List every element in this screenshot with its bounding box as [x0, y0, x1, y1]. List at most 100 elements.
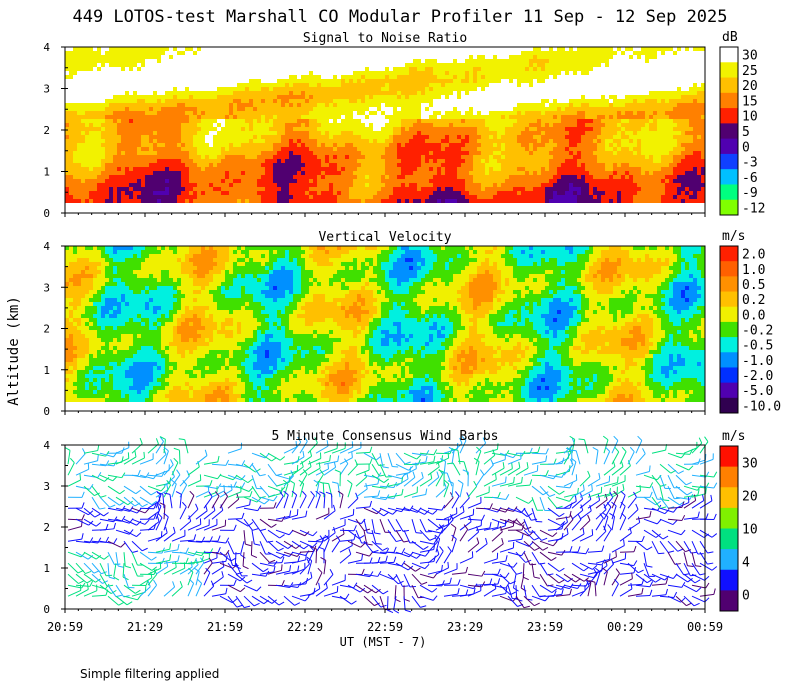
heatmap-cell	[157, 87, 161, 91]
heatmap-cell	[501, 191, 505, 195]
heatmap-cell	[425, 195, 429, 199]
heatmap-cell	[289, 155, 293, 159]
heatmap-cell	[489, 79, 493, 83]
heatmap-cell	[369, 99, 373, 103]
heatmap-cell	[113, 191, 117, 195]
heatmap-cell	[489, 191, 493, 195]
heatmap-cell	[449, 151, 453, 155]
heatmap-cell	[73, 171, 77, 175]
heatmap-cell	[89, 199, 93, 203]
heatmap-cell	[225, 191, 229, 195]
heatmap-cell	[113, 155, 117, 159]
heatmap-cell	[537, 167, 541, 171]
heatmap-cell	[529, 87, 533, 91]
heatmap-cell	[333, 127, 337, 131]
heatmap-cell	[421, 171, 425, 175]
heatmap-cell	[129, 47, 133, 51]
heatmap-cell	[185, 67, 189, 71]
heatmap-cell	[321, 103, 325, 107]
heatmap-cell	[293, 59, 297, 63]
heatmap-cell	[513, 139, 517, 143]
heatmap-cell	[101, 55, 105, 59]
heatmap-cell	[421, 195, 425, 199]
heatmap-cell	[125, 51, 129, 55]
heatmap-cell	[241, 179, 245, 183]
heatmap-cell	[409, 71, 413, 75]
heatmap-cell	[341, 159, 345, 163]
heatmap-cell	[397, 175, 401, 179]
heatmap-cell	[381, 83, 385, 87]
heatmap-cell	[89, 55, 93, 59]
heatmap-cell	[221, 71, 225, 75]
heatmap-cell	[445, 131, 449, 135]
heatmap-cell	[285, 103, 289, 107]
heatmap-cell	[341, 103, 345, 107]
heatmap-cell	[73, 71, 77, 75]
heatmap-cell	[77, 199, 81, 203]
heatmap-cell	[137, 175, 141, 179]
heatmap-cell	[241, 107, 245, 111]
heatmap-cell	[441, 55, 445, 59]
heatmap-cell	[341, 139, 345, 143]
heatmap-cell	[317, 159, 321, 163]
heatmap-cell	[329, 155, 333, 159]
heatmap-cell	[305, 123, 309, 127]
heatmap-cell	[265, 91, 269, 95]
heatmap-cell	[301, 183, 305, 187]
heatmap-cell	[361, 59, 365, 63]
heatmap-cell	[485, 115, 489, 119]
heatmap-cell	[181, 167, 185, 171]
heatmap-cell	[293, 159, 297, 163]
heatmap-cell	[69, 71, 73, 75]
heatmap-cell	[533, 71, 537, 75]
heatmap-cell	[357, 183, 361, 187]
heatmap-cell	[301, 135, 305, 139]
heatmap-cell	[525, 131, 529, 135]
heatmap-cell	[69, 79, 73, 83]
heatmap-cell	[329, 87, 333, 91]
heatmap-cell	[537, 99, 541, 103]
heatmap-cell	[85, 111, 89, 115]
heatmap-cell	[421, 135, 425, 139]
heatmap-cell	[317, 187, 321, 191]
heatmap-cell	[257, 83, 261, 87]
heatmap-cell	[117, 151, 121, 155]
heatmap-cell	[429, 107, 433, 111]
heatmap-cell	[317, 67, 321, 71]
heatmap-cell	[325, 91, 329, 95]
heatmap-cell	[533, 127, 537, 131]
heatmap-cell	[69, 171, 73, 175]
heatmap-cell	[425, 147, 429, 151]
heatmap-cell	[465, 67, 469, 71]
heatmap-cell	[485, 95, 489, 99]
heatmap-cell	[381, 143, 385, 147]
heatmap-cell	[341, 195, 345, 199]
heatmap-cell	[497, 171, 501, 175]
heatmap-cell	[457, 119, 461, 123]
heatmap-cell	[365, 143, 369, 147]
heatmap-cell	[253, 179, 257, 183]
heatmap-cell	[333, 147, 337, 151]
heatmap-cell	[405, 147, 409, 151]
heatmap-cell	[65, 111, 69, 115]
heatmap-cell	[189, 119, 193, 123]
heatmap-cell	[117, 91, 121, 95]
heatmap-cell	[93, 75, 97, 79]
heatmap-cell	[513, 111, 517, 115]
heatmap-cell	[493, 131, 497, 135]
heatmap-cell	[241, 191, 245, 195]
heatmap-cell	[301, 175, 305, 179]
heatmap-cell	[165, 183, 169, 187]
heatmap-cell	[145, 67, 149, 71]
heatmap-cell	[265, 199, 269, 203]
heatmap-cell	[361, 115, 365, 119]
heatmap-cell	[545, 107, 549, 111]
heatmap-cell	[365, 55, 369, 59]
heatmap-cell	[69, 151, 73, 155]
heatmap-cell	[525, 55, 529, 59]
heatmap-cell	[141, 95, 145, 99]
heatmap-cell	[369, 143, 373, 147]
heatmap-cell	[405, 179, 409, 183]
heatmap-cell	[97, 79, 101, 83]
heatmap-cell	[481, 159, 485, 163]
